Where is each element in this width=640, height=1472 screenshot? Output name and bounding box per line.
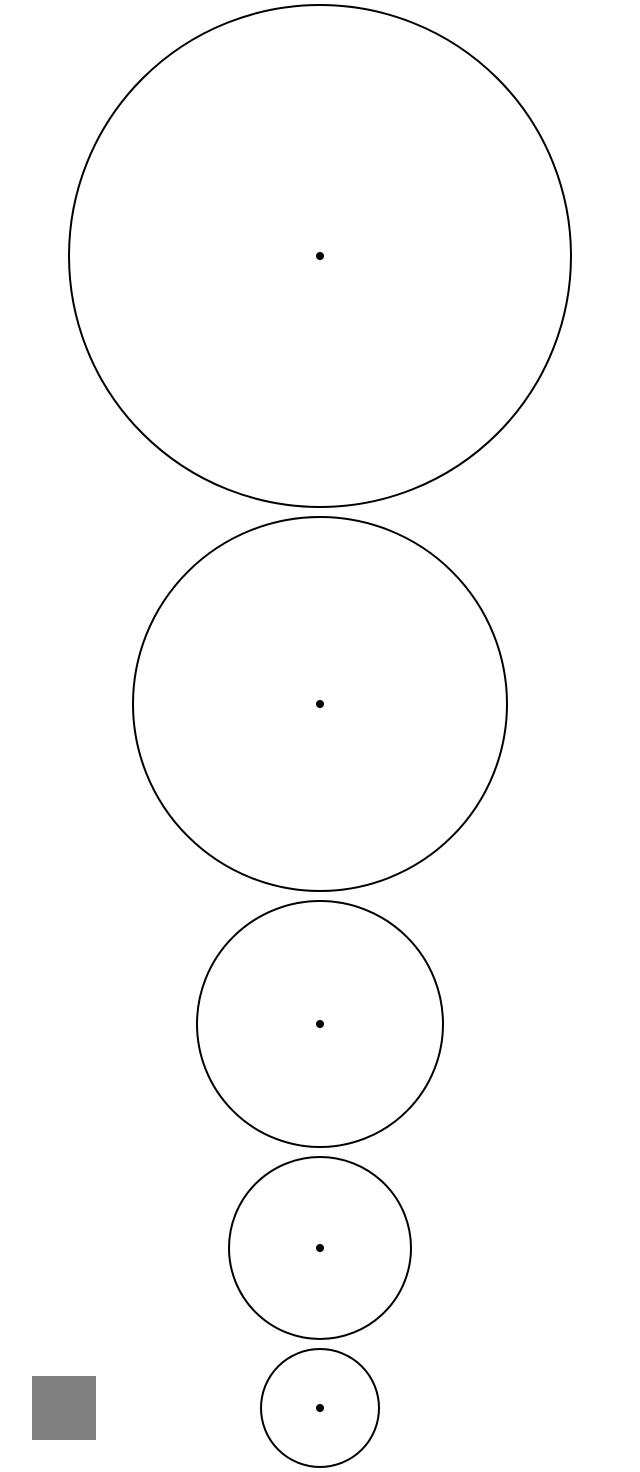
circle-3-center-dot: [316, 1020, 324, 1028]
gray-square: [32, 1376, 96, 1440]
circle-2-center-dot: [316, 700, 324, 708]
circle-5-center-dot: [316, 1404, 324, 1412]
circle-1-center-dot: [316, 252, 324, 260]
circle-4-center-dot: [316, 1244, 324, 1252]
